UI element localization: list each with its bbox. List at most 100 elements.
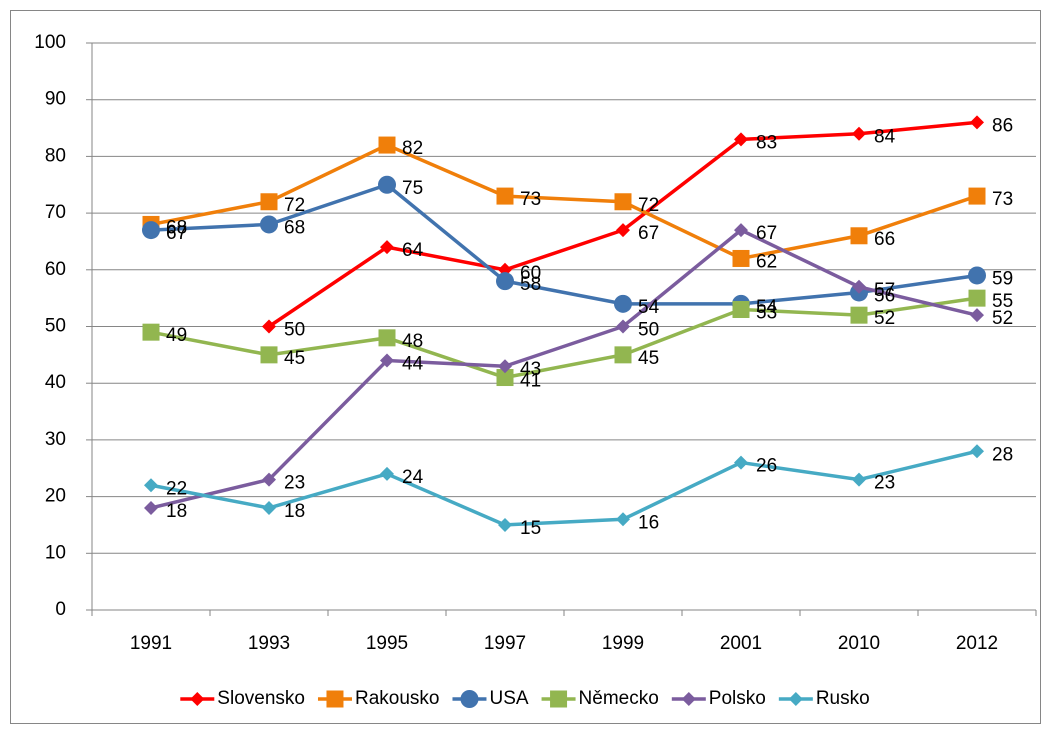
data-point xyxy=(734,455,748,470)
data-point xyxy=(968,187,986,205)
data-point xyxy=(616,223,630,238)
data-point xyxy=(734,132,748,147)
data-point xyxy=(262,472,276,487)
data-label: 68 xyxy=(166,217,187,238)
y-tick-label: 90 xyxy=(45,89,66,110)
x-tick-label: 2001 xyxy=(720,633,762,654)
legend-label: Slovensko xyxy=(217,688,305,709)
data-label: 50 xyxy=(638,320,659,341)
y-tick-label: 80 xyxy=(45,145,66,166)
data-label: 66 xyxy=(874,229,895,250)
data-label: 55 xyxy=(992,291,1013,312)
data-label: 72 xyxy=(638,195,659,216)
legend-marker xyxy=(788,692,803,706)
data-point xyxy=(852,126,866,141)
data-point xyxy=(968,289,986,307)
data-point xyxy=(614,193,632,211)
data-label: 84 xyxy=(874,127,896,148)
data-label: 75 xyxy=(402,178,423,199)
data-label: 62 xyxy=(756,251,777,272)
data-label: 68 xyxy=(284,217,305,238)
data-label: 73 xyxy=(520,189,541,210)
x-tick-label: 2010 xyxy=(838,633,880,654)
data-point xyxy=(852,472,866,487)
data-point xyxy=(142,221,160,240)
data-label: 64 xyxy=(402,240,424,261)
data-label: 82 xyxy=(402,138,423,159)
x-tick-label: 1997 xyxy=(484,633,526,654)
data-point xyxy=(260,346,278,364)
data-point xyxy=(732,300,750,318)
data-point xyxy=(498,517,512,532)
data-point xyxy=(260,215,278,234)
data-point xyxy=(378,175,396,194)
data-label: 15 xyxy=(520,518,541,539)
data-label: 67 xyxy=(756,223,777,244)
data-label: 67 xyxy=(166,223,187,244)
data-point xyxy=(850,227,868,245)
data-label: 45 xyxy=(284,348,305,369)
data-point xyxy=(260,193,278,211)
data-point xyxy=(734,223,748,238)
legend-marker xyxy=(190,692,205,706)
data-label: 56 xyxy=(874,285,895,306)
data-label: 67 xyxy=(638,223,659,244)
data-point xyxy=(614,294,632,313)
data-label: 16 xyxy=(638,512,659,533)
x-tick-label: 1991 xyxy=(130,633,172,654)
data-label: 52 xyxy=(992,308,1013,329)
data-point xyxy=(970,308,984,323)
legend-label: USA xyxy=(489,688,528,709)
data-label: 86 xyxy=(992,115,1013,136)
data-point xyxy=(732,249,750,267)
data-point xyxy=(262,500,276,515)
data-point xyxy=(142,323,160,341)
x-tick-label: 1993 xyxy=(248,633,290,654)
data-label: 83 xyxy=(756,132,777,153)
series-line xyxy=(150,449,978,527)
y-tick-label: 70 xyxy=(45,202,66,223)
legend-marker xyxy=(326,690,344,708)
data-point xyxy=(498,359,512,374)
data-point xyxy=(144,500,158,515)
data-point xyxy=(496,272,514,291)
data-point xyxy=(380,466,394,481)
series-line xyxy=(150,182,978,306)
data-point xyxy=(496,369,514,387)
legend-marker xyxy=(681,692,696,706)
y-tick-label: 50 xyxy=(45,316,66,337)
legend-label: Rusko xyxy=(816,688,870,709)
x-tick-label: 1995 xyxy=(366,633,408,654)
y-tick-label: 100 xyxy=(34,32,66,53)
data-label: 54 xyxy=(756,297,778,318)
data-label: 28 xyxy=(992,444,1013,465)
data-label: 57 xyxy=(874,280,895,301)
legend-marker xyxy=(550,690,568,708)
data-label: 50 xyxy=(284,320,305,341)
data-point xyxy=(262,319,276,334)
data-label: 24 xyxy=(402,467,424,488)
y-tick-label: 40 xyxy=(45,372,66,393)
chart-border xyxy=(10,10,1041,724)
legend-label: Polsko xyxy=(709,688,766,709)
data-label: 58 xyxy=(520,274,541,295)
y-tick-label: 0 xyxy=(55,599,66,620)
data-label: 49 xyxy=(166,325,187,346)
data-point xyxy=(970,115,984,130)
data-label: 18 xyxy=(166,501,187,522)
data-point xyxy=(380,353,394,368)
data-label: 72 xyxy=(284,195,305,216)
legend-marker xyxy=(460,690,479,708)
data-label: 54 xyxy=(638,297,660,318)
data-label: 43 xyxy=(520,359,541,380)
data-point xyxy=(852,279,866,294)
data-label: 23 xyxy=(874,473,895,494)
data-label: 18 xyxy=(284,501,305,522)
data-point xyxy=(378,329,396,347)
legend-label: Rakousko xyxy=(355,688,440,709)
data-label: 23 xyxy=(284,473,305,494)
legend-label: Německo xyxy=(579,688,659,709)
series-line xyxy=(150,143,978,261)
y-tick-label: 10 xyxy=(45,542,66,563)
